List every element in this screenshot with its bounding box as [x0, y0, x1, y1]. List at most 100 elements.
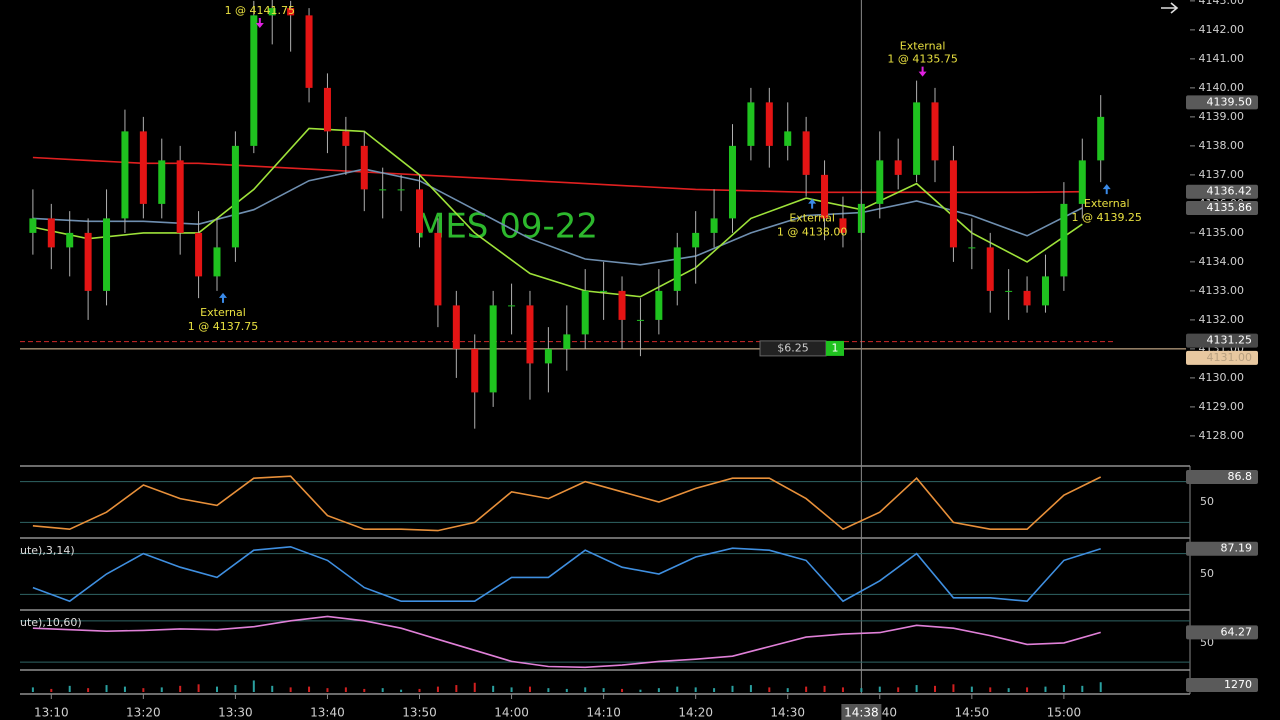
- volume-bar: [1062, 685, 1065, 692]
- volume-bar: [934, 685, 937, 692]
- volume-bar: [547, 688, 550, 692]
- candle-body: [416, 189, 424, 233]
- candle-body: [655, 290, 663, 320]
- candle-body: [452, 305, 460, 349]
- candle-body: [1060, 203, 1068, 277]
- x-tick-label: 13:50: [402, 706, 437, 720]
- x-tick-label: 13:10: [34, 706, 69, 720]
- value-tag-label: 86.8: [1228, 470, 1253, 483]
- y-tick-label: 4133.00: [1199, 284, 1245, 297]
- candle-body: [710, 218, 718, 233]
- candle-body: [489, 305, 497, 393]
- position-pnl: $6.25: [777, 341, 809, 354]
- crosshair-label: 14:38: [844, 706, 879, 720]
- x-tick-label: 13:40: [310, 706, 345, 720]
- value-tag-label: 87.19: [1221, 542, 1253, 555]
- y-tick-label: 4130.00: [1199, 371, 1245, 384]
- volume-bar: [363, 688, 366, 692]
- candle-body: [784, 131, 792, 146]
- volume-bar: [676, 686, 679, 692]
- candle-body: [728, 145, 736, 219]
- volume-bar: [31, 687, 34, 692]
- candle-body: [544, 348, 552, 364]
- candle-body: [231, 145, 239, 248]
- volume-bar: [326, 688, 329, 692]
- trade-label: External: [789, 212, 835, 225]
- volume-bar: [528, 686, 531, 692]
- volume-bar: [786, 688, 789, 692]
- candle-body: [103, 218, 111, 291]
- candle-body: [821, 174, 829, 219]
- indicator-title: ute),10,60): [20, 616, 82, 629]
- candle-body: [360, 145, 368, 190]
- candle-body: [29, 218, 37, 233]
- indicator-line: [32, 545, 1101, 603]
- expand-icon[interactable]: [1161, 2, 1179, 14]
- volume-bar: [105, 685, 108, 692]
- x-tick-label: 13:20: [126, 706, 161, 720]
- candle-body: [765, 102, 773, 146]
- y-tick-label: 50: [1200, 495, 1214, 508]
- position-qty-box: [826, 340, 844, 356]
- indicator-line: [32, 615, 1101, 669]
- candle-body: [508, 305, 516, 307]
- crosshair-box: [841, 704, 882, 720]
- volume-bar: [234, 685, 237, 692]
- candle-body: [913, 102, 921, 175]
- volume-bar: [87, 688, 90, 692]
- candle-body: [673, 247, 681, 291]
- volume-bar: [1081, 685, 1084, 692]
- trade-detail: 1 @ 4135.75: [887, 53, 957, 66]
- candle-body: [379, 189, 387, 191]
- candle-body: [434, 232, 442, 306]
- y-tick-label: 50: [1200, 567, 1214, 580]
- candle-body: [250, 15, 258, 146]
- candle-body: [949, 160, 957, 248]
- candle-body: [692, 232, 700, 248]
- candle-body: [968, 247, 976, 249]
- y-tick-label: 4134.00: [1199, 255, 1245, 268]
- candle-body: [894, 160, 902, 175]
- y-tick-label: 4140.00: [1199, 81, 1245, 94]
- trade-label: External: [900, 40, 946, 53]
- volume-bar: [878, 686, 881, 692]
- x-tick-label: 15:00: [1047, 706, 1082, 720]
- y-tick-label: 4138.00: [1199, 139, 1245, 152]
- candle-body: [195, 232, 203, 277]
- x-tick-label: 14:10: [586, 706, 621, 720]
- sell-arrow: [918, 66, 927, 77]
- volume-bar: [492, 685, 495, 692]
- x-tick-label: 14:20: [678, 706, 713, 720]
- candle-body: [84, 232, 92, 291]
- trade-detail: 1 @ 4139.25: [1071, 211, 1141, 224]
- volume-bar: [823, 685, 826, 692]
- value-tag: [1186, 469, 1258, 484]
- candle-body: [563, 334, 571, 349]
- level-tag-label: 4131.25: [1207, 334, 1253, 347]
- candle-body: [636, 319, 644, 321]
- volume-bar: [657, 688, 660, 692]
- volume-bar: [915, 685, 918, 692]
- volume-bar: [841, 687, 844, 692]
- candle-body: [121, 131, 129, 219]
- volume-bar: [731, 685, 734, 692]
- volume-bar: [565, 688, 568, 692]
- volume-bar: [1007, 688, 1010, 692]
- volume-bar: [694, 687, 697, 692]
- volume-bar: [768, 687, 771, 692]
- y-tick-label: 4137.00: [1199, 168, 1245, 181]
- indicator-line: [32, 475, 1102, 532]
- position-qty: 1: [832, 341, 839, 354]
- volume-bar: [1044, 686, 1047, 692]
- y-tick-label: 4132.00: [1199, 313, 1245, 326]
- volume-bar: [308, 686, 311, 692]
- value-tag: [1186, 541, 1258, 556]
- volume-bar: [639, 689, 642, 692]
- candle-body: [581, 290, 589, 335]
- volume-bar: [418, 688, 421, 692]
- candle-body: [66, 232, 74, 248]
- candle-body: [139, 131, 147, 204]
- candle-body: [342, 131, 350, 146]
